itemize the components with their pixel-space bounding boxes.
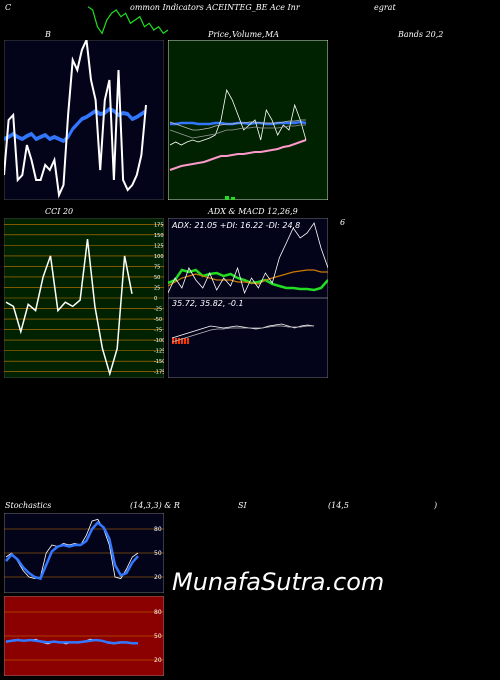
six-label: 6 xyxy=(340,218,346,227)
cci-tick-label: 125 xyxy=(154,243,164,249)
stochastics-d-line xyxy=(5,520,139,581)
adx-minus-di-line xyxy=(168,269,328,287)
bollinger-label: B xyxy=(45,30,51,39)
macd-chart: 35.72, 35.82, -0.1 xyxy=(168,298,328,378)
macd-histogram-bar xyxy=(184,338,186,344)
stochastics-params: (14,3,3) & R xyxy=(130,501,180,510)
cci-tick-label: 100 xyxy=(154,254,164,260)
close-paren: ) xyxy=(434,501,438,510)
cci-label: CCI 20 xyxy=(45,207,74,216)
rsi-label: SI xyxy=(238,501,247,510)
stochastics-k-line xyxy=(5,518,139,580)
bollinger-price-line xyxy=(4,40,147,199)
price-ma-long-line xyxy=(169,139,307,171)
cci-tick-label: 0 xyxy=(154,296,157,302)
cci-tick-label: -75 xyxy=(154,328,162,334)
macd-signal-line xyxy=(171,325,314,343)
cci-tick-label: 75 xyxy=(154,264,160,270)
adx-chart: ADX: 21.05 +DI: 16.22 -DI: 24.8 xyxy=(168,218,328,298)
macd-background xyxy=(168,298,328,378)
price-ma-mid-line xyxy=(169,119,306,131)
rsi-tick-label: 20 xyxy=(154,657,162,664)
chart-title: ommon Indicators ACEINTEG_BE Ace Inr xyxy=(130,3,300,12)
adx-line xyxy=(168,222,328,295)
stochastics-label: Stochastics xyxy=(5,501,52,510)
price-label: Price, xyxy=(208,30,232,39)
header-left-c: C xyxy=(5,3,12,12)
cci-tick-label: 175 xyxy=(154,222,164,228)
macd-readout: 35.72, 35.82, -0.1 xyxy=(172,299,244,308)
macd-histogram-bar xyxy=(178,338,180,344)
stochastics-tick-label: 80 xyxy=(154,526,162,533)
header-green-line xyxy=(88,6,168,35)
rsi-params: (14,5 xyxy=(328,501,349,510)
rsi-chart: 80 50 20 xyxy=(4,596,164,676)
cci-tick-label: -50 xyxy=(154,317,162,323)
watermark: MunafaSutra.com xyxy=(172,568,385,596)
cci-tick-label: -125 xyxy=(154,349,164,355)
bollinger-band-lower xyxy=(4,108,147,144)
adx-readout: ADX: 21.05 +DI: 16.22 -DI: 24.8 xyxy=(171,221,300,230)
stochastics-chart: 80 50 20 xyxy=(4,513,164,593)
adx-plus-di-line xyxy=(168,268,328,292)
stochastics-tick-label: 50 xyxy=(154,550,162,557)
macd-histogram-bar xyxy=(187,338,189,344)
adx-macd-label: ADX & MACD 12,26,9 xyxy=(208,207,298,216)
price-ma-short-line xyxy=(169,124,306,139)
macd-histogram-bar xyxy=(181,338,183,344)
cci-tick-label: 150 xyxy=(154,233,164,239)
bollinger-chart xyxy=(4,40,164,200)
cci-tick-label: -150 xyxy=(154,359,164,365)
price-ma-chart xyxy=(168,40,328,200)
price-ma-price-line xyxy=(169,88,307,146)
ma-label: MA xyxy=(265,30,279,39)
header-right: egrat xyxy=(374,3,396,12)
volume-bar xyxy=(225,196,229,200)
cci-tick-label: -100 xyxy=(154,338,164,344)
bollinger-band-upper xyxy=(4,106,147,142)
cci-line xyxy=(5,239,133,377)
cci-tick-label: -175 xyxy=(154,370,164,376)
stochastics-tick-label: 20 xyxy=(154,574,162,581)
volume-bar xyxy=(231,197,235,200)
cci-tick-label: -25 xyxy=(154,307,162,313)
macd-histogram-bar xyxy=(172,338,174,344)
cci-tick-label: 25 xyxy=(154,285,160,291)
bands-label: Bands 20,2 xyxy=(398,30,444,39)
rsi-tick-label: 50 xyxy=(154,633,162,640)
rsi-smooth-line xyxy=(5,638,138,645)
rsi-tick-label: 80 xyxy=(154,609,162,616)
cci-tick-label: 50 xyxy=(154,275,160,281)
volume-label: Volume, xyxy=(232,30,265,39)
cci-chart: 175 150 125 100 75 50 25 0 -25 -50 -75 -100 -125 -150… xyxy=(4,218,164,378)
